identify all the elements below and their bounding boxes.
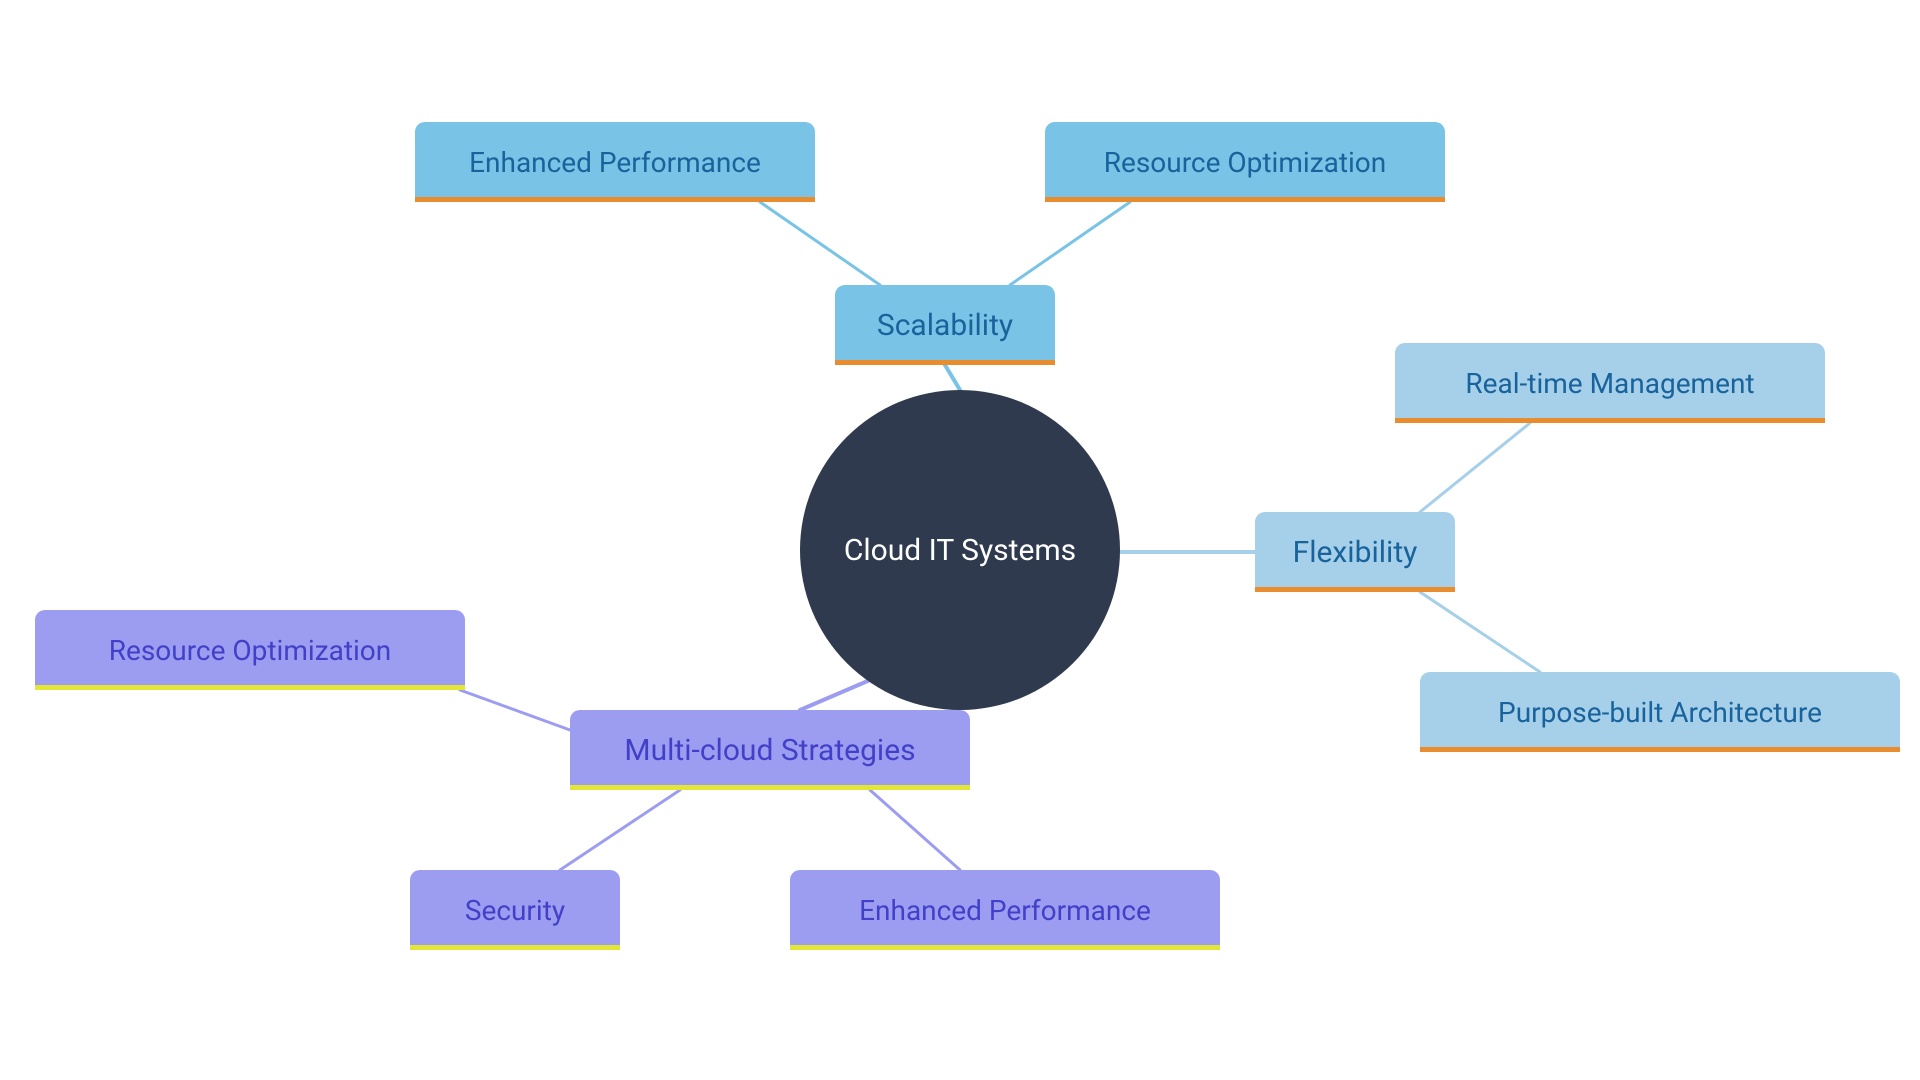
node-underline	[35, 685, 465, 690]
center-label: Cloud IT Systems	[844, 533, 1076, 568]
node-label: Enhanced Performance	[469, 146, 761, 179]
node-label: Purpose-built Architecture	[1498, 696, 1822, 729]
node-flexibility: Flexibility	[1255, 512, 1455, 592]
center-node: Cloud IT Systems	[800, 390, 1120, 710]
node-realtime: Real-time Management	[1395, 343, 1825, 423]
node-res-opt-left: Resource Optimization	[35, 610, 465, 690]
node-enh-perf-top: Enhanced Performance	[415, 122, 815, 202]
node-underline	[415, 197, 815, 202]
node-scalability: Scalability	[835, 285, 1055, 365]
node-purpose: Purpose-built Architecture	[1420, 672, 1900, 752]
node-underline	[410, 945, 620, 950]
node-label: Enhanced Performance	[859, 894, 1151, 927]
node-label: Flexibility	[1293, 535, 1418, 570]
diagram-canvas: Cloud IT Systems Scalability Flexibility M…	[0, 0, 1920, 1080]
node-underline	[1395, 418, 1825, 423]
node-underline	[1420, 747, 1900, 752]
node-underline	[835, 360, 1055, 365]
node-label: Resource Optimization	[1104, 146, 1386, 179]
node-security: Security	[410, 870, 620, 950]
node-label: Resource Optimization	[109, 634, 391, 667]
node-underline	[1045, 197, 1445, 202]
node-label: Scalability	[877, 308, 1013, 343]
node-res-opt-top: Resource Optimization	[1045, 122, 1445, 202]
node-enh-perf-bot: Enhanced Performance	[790, 870, 1220, 950]
node-underline	[570, 785, 970, 790]
node-multicloud: Multi-cloud Strategies	[570, 710, 970, 790]
node-underline	[790, 945, 1220, 950]
node-label: Security	[465, 894, 565, 927]
node-underline	[1255, 587, 1455, 592]
node-label: Multi-cloud Strategies	[624, 733, 915, 768]
node-label: Real-time Management	[1465, 367, 1754, 400]
